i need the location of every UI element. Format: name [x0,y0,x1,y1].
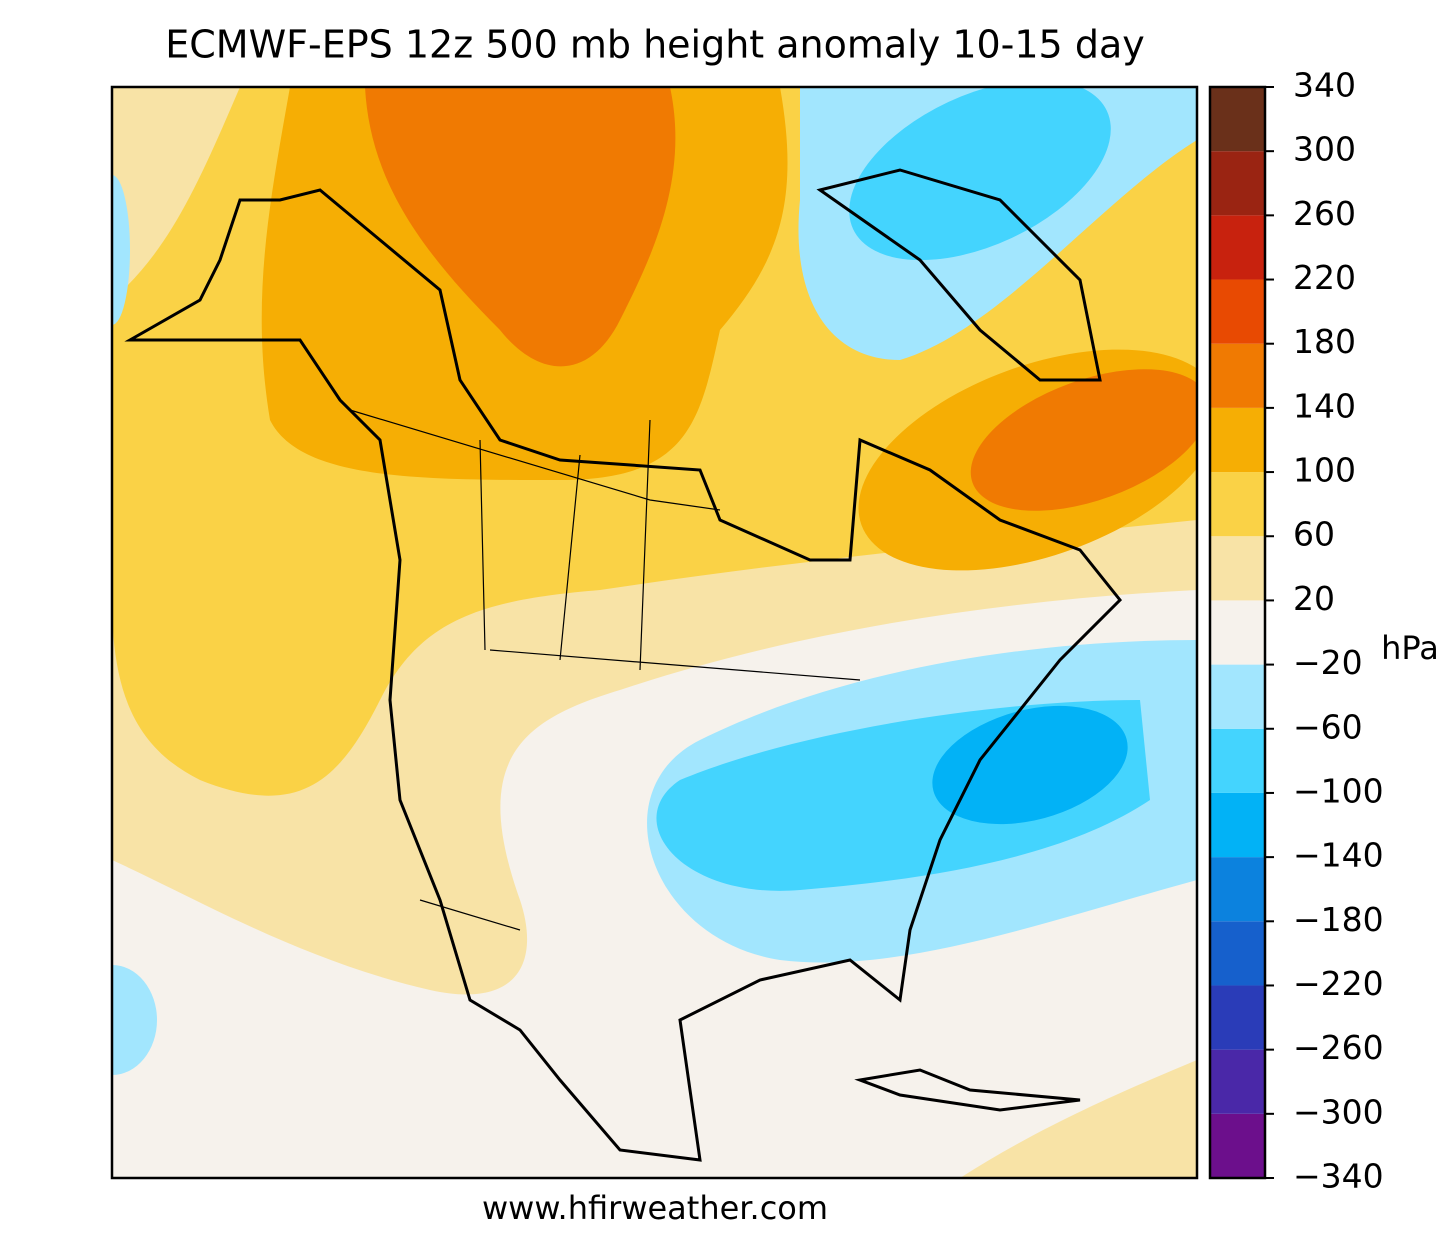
anomaly-band [849,87,1111,261]
colorbar-segment [1210,279,1265,344]
anomaly-band [932,705,1128,825]
borders [349,409,861,931]
anomaly-band [960,1060,1197,1178]
colorbar-segment [1210,921,1265,986]
map-frame [110,85,1199,1180]
colorbar-segment [1210,151,1265,216]
coastline [816,168,1102,382]
colorbar-segment [1210,215,1265,280]
colorbar-segment [1210,1113,1265,1178]
colorbar-tick-label: −220 [1293,964,1384,1003]
colorbar-segment [1210,792,1265,858]
colorbar-segment [1210,472,1265,537]
colorbar-segment [1210,728,1265,793]
colorbar-segment [1210,985,1265,1050]
title: ECMWF-EPS 12z 500 mb height anomaly 10-1… [165,23,1144,67]
coastline [124,188,1123,1162]
anomaly-band [365,87,676,367]
anomaly-band [112,965,157,1075]
colorbar-segment [1210,857,1265,922]
colorbar-frame [1208,85,1267,1180]
colorbar-tick-label: 300 [1293,130,1356,169]
colorbar-tick-label: 260 [1293,194,1356,233]
colorbar-tick-label: −340 [1293,1157,1384,1196]
colorbar-segment [1210,536,1265,601]
colorbar-tick-label: −60 [1293,707,1363,746]
colorbar-segment [1210,407,1265,473]
colorbar-tick-label: 220 [1293,258,1356,297]
colorbar-tick-label: −140 [1293,836,1384,875]
footer: www.hfirweather.com [482,1189,828,1227]
colorbar-tick-label: 100 [1293,451,1356,490]
map [112,87,1197,1178]
colorbar-segment [1210,664,1265,729]
colorbar-tick-label: −20 [1293,643,1363,682]
colorbar-tick-label: 140 [1293,386,1356,425]
colorbar-segment [1210,1049,1265,1114]
colorbar-tick-label: −260 [1293,1028,1384,1067]
colorbar-tick-label: 20 [1293,579,1335,618]
colorbar-segment [1210,87,1265,152]
anomaly-band [112,175,130,325]
colorbar-segment [1210,343,1265,408]
colorbar-tick-label: 340 [1293,66,1356,105]
colorbar-tick-label: −180 [1293,900,1384,939]
anomaly-band [970,369,1197,511]
colorbar-tick-label: 60 [1293,515,1335,554]
colorbar: −340 −300 −260 −220 −180 −140 −100 −60 −20 20 60 10… [1208,66,1384,1196]
colorbar-tick-label: 180 [1293,322,1356,361]
colorbar-segment [1210,600,1265,665]
colorbar-tick-label: −100 [1293,771,1384,810]
coastline [854,1068,1081,1112]
colorbar-unit: hPa [1381,629,1439,667]
colorbar-tick-label: −300 [1293,1092,1384,1131]
